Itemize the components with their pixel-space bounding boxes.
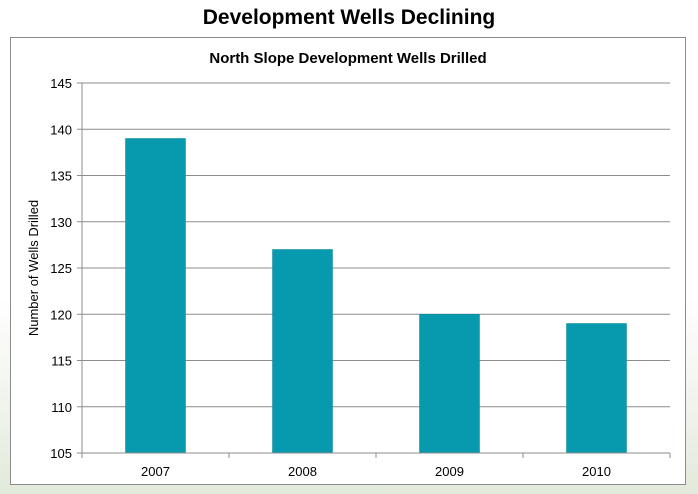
bar-2009 xyxy=(419,314,480,454)
bar-2007 xyxy=(125,138,186,454)
y-tick-label: 105 xyxy=(50,446,72,461)
y-axis-ticks: 105 110 115 120 125 130 135 140 145 xyxy=(50,76,82,461)
chart-title: North Slope Development Wells Drilled xyxy=(209,50,486,67)
y-tick-label: 135 xyxy=(50,169,72,184)
slide-title: Development Wells Declining xyxy=(202,6,496,29)
y-tick-label: 125 xyxy=(50,261,72,276)
bar-2010 xyxy=(566,323,627,454)
y-tick-label: 145 xyxy=(50,76,72,91)
y-tick-label: 115 xyxy=(51,354,72,369)
y-tick-label: 110 xyxy=(51,400,72,415)
bar-2008 xyxy=(272,249,333,454)
x-tick-label: 2007 xyxy=(141,464,170,479)
x-tick-label: 2010 xyxy=(582,464,611,479)
y-tick-label: 130 xyxy=(50,215,72,230)
x-axis-ticks: 2007 2008 2009 2010 xyxy=(81,453,671,479)
x-tick-label: 2009 xyxy=(435,464,464,479)
bars xyxy=(125,138,627,454)
y-axis-title: Number of Wells Drilled xyxy=(26,200,41,336)
x-tick-label: 2008 xyxy=(288,464,317,479)
y-tick-label: 140 xyxy=(50,122,72,137)
y-tick-label: 120 xyxy=(50,307,72,322)
